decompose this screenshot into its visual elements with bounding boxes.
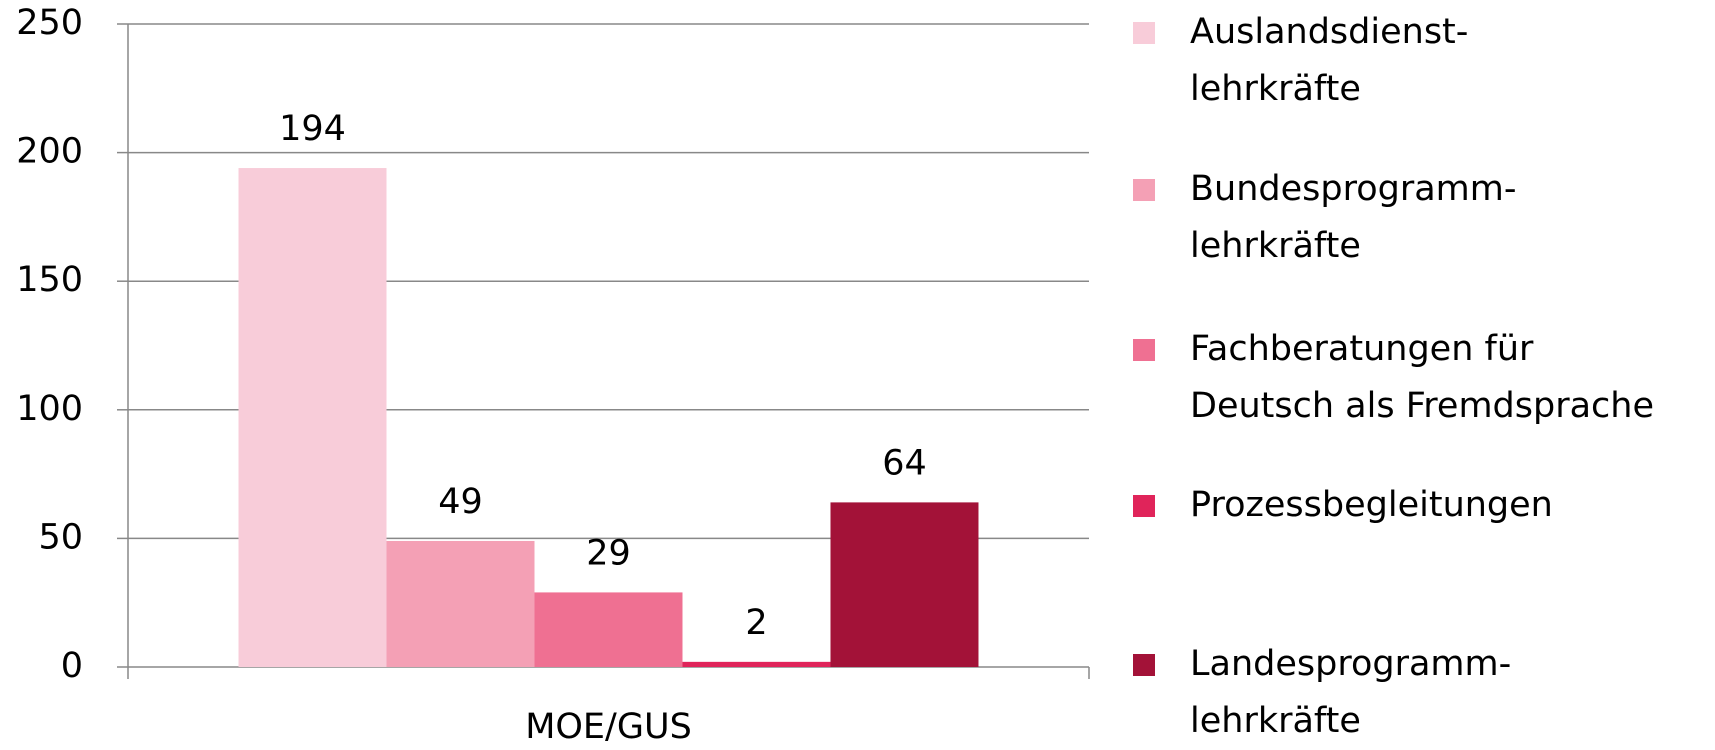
legend-label: Auslandsdienst- lehrkräfte <box>1190 12 1469 109</box>
legend-label: Bundesprogramm- lehrkräfte <box>1190 169 1517 266</box>
y-tick-label: 150 <box>16 260 83 300</box>
legend-label: Prozessbegleitungen <box>1190 485 1553 525</box>
bar <box>238 168 387 668</box>
bar <box>386 540 535 667</box>
bar <box>682 661 831 667</box>
legend-label: Fachberatungen für Deutsch als Fremdspra… <box>1190 329 1655 426</box>
y-tick-label: 200 <box>16 132 83 172</box>
legend-swatch <box>1133 339 1155 361</box>
y-tick-label: 0 <box>61 646 83 686</box>
data-label: 194 <box>279 109 346 149</box>
x-tick-label: MOE/GUS <box>525 707 692 746</box>
data-label: 64 <box>882 443 927 483</box>
legend-swatch <box>1133 495 1155 517</box>
legend-swatch <box>1133 22 1155 44</box>
legend-swatch <box>1133 654 1155 676</box>
legend-swatch <box>1133 179 1155 201</box>
legend-label: Landesprogramm- lehrkräfte <box>1190 644 1512 741</box>
bar <box>830 502 979 667</box>
data-label: 29 <box>586 533 631 573</box>
y-tick-label: 250 <box>16 3 83 43</box>
data-label: 2 <box>745 603 767 643</box>
y-tick-label: 50 <box>38 517 83 557</box>
data-label: 49 <box>438 482 483 522</box>
y-tick-label: 100 <box>16 389 83 429</box>
bar <box>534 592 683 667</box>
